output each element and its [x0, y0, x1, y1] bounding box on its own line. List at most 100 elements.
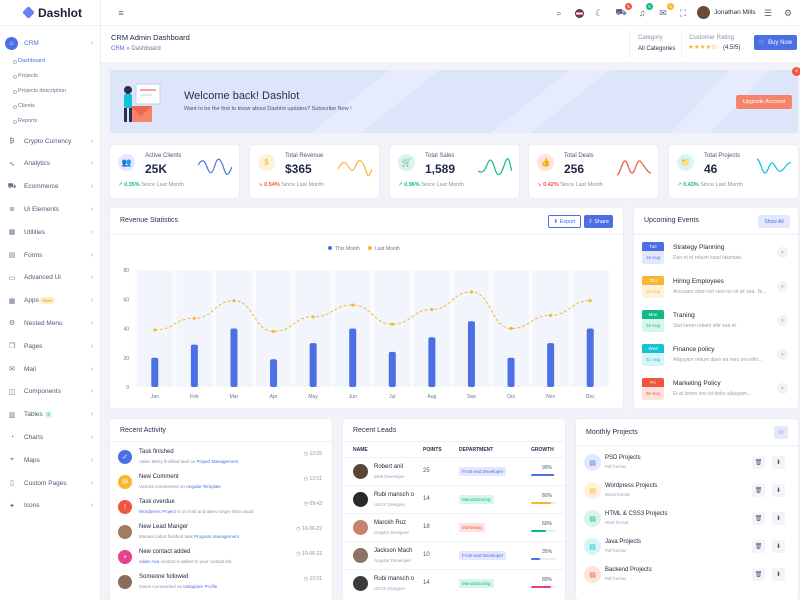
export-button[interactable]: ⬇ Export — [548, 215, 581, 228]
bar[interactable] — [507, 357, 515, 387]
flag-icon[interactable] — [573, 7, 585, 19]
download-icon[interactable]: ⬇ — [772, 484, 785, 497]
buy-now-button[interactable]: 🛒 Buy Now — [754, 35, 797, 50]
line-point[interactable] — [390, 322, 394, 326]
notification-icon[interactable]: ♫ 5 — [636, 3, 653, 19]
logo[interactable]: Dashlot — [0, 0, 100, 26]
upgrade-account-button[interactable]: Upgrade Account — [736, 95, 792, 109]
bar[interactable] — [349, 328, 357, 388]
line-point[interactable] — [509, 326, 513, 331]
menu-toggle-icon[interactable]: ≡ — [118, 8, 124, 18]
line-point[interactable] — [271, 329, 276, 334]
download-icon[interactable]: ⬇ — [772, 512, 785, 525]
line-point[interactable] — [232, 299, 236, 303]
table-row[interactable]: Marckh Roz Graphic Designer 18 Marketing 60% — [343, 513, 565, 541]
submenu-item[interactable]: Projects description — [13, 88, 66, 94]
sidebar-item-components[interactable]: ◫ Components › — [0, 382, 100, 402]
line-point[interactable] — [192, 316, 196, 320]
line-point[interactable] — [311, 315, 315, 319]
arrow-right-icon[interactable]: › — [777, 315, 788, 326]
table-row[interactable]: Jackson Mach Angular Developer 10 Front-end… — [343, 541, 565, 569]
arrow-right-icon[interactable]: › — [777, 349, 788, 360]
download-icon[interactable]: ⬇ — [772, 456, 785, 469]
sidebar-item-utilities[interactable]: ▦ Utilities › — [0, 222, 100, 242]
arrow-right-icon[interactable]: › — [777, 383, 788, 394]
download-icon[interactable]: ⬇ — [772, 540, 785, 553]
bar[interactable] — [586, 328, 594, 388]
sidebar-item-icons[interactable]: ✦ Icons › — [0, 496, 100, 516]
table-row[interactable]: Rubi mansch o UI/UX Designer 14 Manufacturi… — [343, 569, 565, 597]
submenu-item[interactable]: Projects — [13, 73, 38, 79]
activity-link[interactable]: Angular Template — [185, 484, 221, 489]
activity-link[interactable]: Adam Ava — [139, 559, 160, 564]
activity-link[interactable]: Wordpress Project — [139, 509, 176, 514]
sidebar-item-charts[interactable]: ◔ Charts › — [0, 427, 100, 447]
event-item[interactable]: Fri 06 Sep Marketing Policy Et at lorem eos… — [642, 378, 790, 406]
user-name[interactable]: Jonathan Mills — [714, 9, 756, 16]
bar[interactable] — [190, 344, 198, 387]
bar[interactable] — [467, 321, 475, 387]
line-point[interactable] — [588, 299, 592, 303]
submenu-item[interactable]: Dashboard — [13, 58, 45, 64]
bar[interactable] — [270, 359, 278, 387]
line-point[interactable] — [351, 303, 355, 307]
bar[interactable] — [309, 343, 317, 387]
projects-options-icon[interactable]: ⚇ — [774, 426, 788, 439]
sidebar-item-crm[interactable]: ⌂ CRM › — [0, 33, 100, 53]
sidebar-item-maps[interactable]: ⌖ Maps › — [0, 450, 100, 470]
category-select[interactable]: All Categories — [638, 46, 676, 52]
delete-icon[interactable]: 🗑 — [752, 568, 765, 581]
theme-toggle-icon[interactable]: ☾ — [594, 7, 604, 18]
line-point[interactable] — [549, 313, 553, 317]
close-icon[interactable]: × — [792, 67, 800, 76]
share-button[interactable]: ⇪ Share — [584, 215, 613, 228]
cart-icon[interactable]: ⛟ 5 — [615, 3, 632, 19]
sidebar-item-tables[interactable]: ▥ Tables 3 › — [0, 405, 100, 425]
submenu-item[interactable]: Clients — [13, 103, 35, 109]
delete-icon[interactable]: 🗑 — [752, 456, 765, 469]
delete-icon[interactable]: 🗑 — [752, 540, 765, 553]
search-icon[interactable]: ⌕ — [556, 7, 562, 18]
bar[interactable] — [388, 351, 396, 387]
table-row[interactable]: Rubi mansch o UI/UX Designer 14 Manufacturi… — [343, 485, 565, 513]
activity-link[interactable]: Project Management — [196, 459, 239, 464]
sidebar-item-crypto-currency[interactable]: ₿ Crypto Currency › — [0, 131, 100, 151]
download-icon[interactable]: ⬇ — [772, 568, 785, 581]
bar[interactable] — [428, 337, 436, 387]
arrow-right-icon[interactable]: › — [777, 281, 788, 292]
event-item[interactable]: Thu 18 Aug Hiring Employees Accusam diam es… — [642, 276, 790, 304]
message-icon[interactable]: ✉ 5 — [657, 3, 674, 19]
show-all-button[interactable]: Show All — [758, 215, 790, 228]
sidebar-item-mail[interactable]: ✉ Mail › — [0, 359, 100, 379]
line-point[interactable] — [430, 307, 434, 312]
sidebar-item-apps[interactable]: ▦ Apps New › — [0, 291, 100, 311]
sidebar-item-advanced-ui[interactable]: ▭ Advanced Ui › — [0, 268, 100, 288]
sidebar-item-ui-elements[interactable]: ≣ Ui Elements › — [0, 199, 100, 219]
sidebar-item-custom-pages[interactable]: ▯ Custom Pages › — [0, 473, 100, 493]
delete-icon[interactable]: 🗑 — [752, 512, 765, 525]
event-item[interactable]: Tue 16 Aug Strategy Planning Duo et et rebu… — [642, 242, 790, 270]
activity-link[interactable]: Instagram Profile — [183, 584, 218, 589]
arrow-right-icon[interactable]: › — [777, 247, 788, 258]
breadcrumb-crm[interactable]: CRM — [111, 46, 125, 52]
settings-icon[interactable]: ⚙ — [783, 7, 793, 18]
line-point[interactable] — [153, 328, 157, 332]
avatar[interactable] — [697, 6, 710, 19]
sidebar-right-icon[interactable]: ☰ — [763, 7, 773, 18]
line-point[interactable] — [469, 290, 474, 294]
sidebar-item-ecommerce[interactable]: ⛟ Ecommerce › — [0, 177, 100, 197]
table-row[interactable]: Robert anil Web Developer 25 Front-end Deve… — [343, 457, 565, 485]
sidebar-item-forms[interactable]: ▤ Forms › — [0, 245, 100, 265]
activity-link[interactable]: Program management — [194, 534, 239, 539]
bar[interactable] — [547, 343, 555, 387]
sidebar-item-nested-menu[interactable]: ⚙ Nested Menu › — [0, 313, 100, 333]
sidebar-item-analytics[interactable]: ∿ Analytics › — [0, 154, 100, 174]
event-item[interactable]: Mon 22 Aug Traning Stet lorem rebum elitr s… — [642, 310, 790, 338]
event-item[interactable]: Wed 31 Aug Finance policy Aliquyam rebum di… — [642, 344, 790, 372]
delete-icon[interactable]: 🗑 — [752, 484, 765, 497]
bar[interactable] — [230, 328, 238, 388]
bar[interactable] — [151, 357, 159, 387]
fullscreen-icon[interactable]: ⛶ — [679, 7, 687, 18]
sidebar-item-pages[interactable]: ❐ Pages › — [0, 336, 100, 356]
submenu-item[interactable]: Reports — [12, 118, 38, 124]
